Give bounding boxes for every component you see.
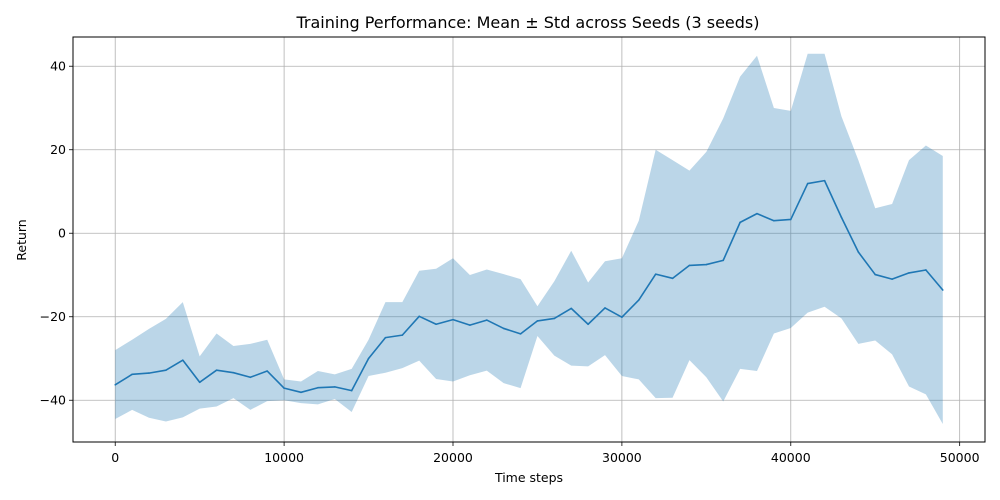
mean-point (283, 387, 285, 389)
mean-point (621, 316, 623, 318)
mean-point (722, 259, 725, 262)
mean-point (384, 336, 387, 339)
mean-point (536, 320, 539, 322)
mean-line (114, 179, 944, 394)
mean-point (705, 263, 708, 266)
y-tick-label: −40 (40, 393, 66, 408)
mean-point (570, 307, 573, 310)
mean-point (317, 386, 319, 389)
x-tick-label: 30000 (602, 450, 642, 465)
mean-point (587, 323, 589, 326)
mean-point (925, 269, 927, 271)
mean-point (519, 333, 522, 335)
mean-point (215, 369, 218, 371)
mean-point (181, 359, 184, 361)
x-axis-label: Time steps (494, 470, 563, 485)
x-axis-ticks: 0 10000 20000 30000 40000 50000 (111, 442, 980, 465)
mean-point (148, 372, 150, 374)
std-band (115, 53, 943, 425)
y-tick-label: 20 (50, 142, 66, 157)
chart-title: Training Performance: Mean ± Std across … (296, 13, 760, 32)
mean-point (452, 318, 454, 321)
mean-point (941, 289, 944, 291)
x-tick-label: 20000 (433, 450, 473, 465)
mean-point (553, 317, 556, 320)
mean-point (739, 221, 741, 224)
mean-point (604, 307, 606, 309)
y-tick-label: 40 (50, 59, 66, 74)
data-points (114, 179, 944, 394)
mean-point (198, 381, 201, 384)
mean-point (502, 327, 505, 330)
mean-point (857, 251, 860, 253)
x-tick-label: 10000 (264, 450, 304, 465)
mean-point (671, 277, 674, 280)
mean-point (131, 373, 133, 376)
x-tick-label: 0 (111, 450, 119, 465)
mean-point (908, 272, 910, 274)
mean-point (232, 371, 235, 374)
mean-point (300, 391, 302, 394)
mean-point (469, 324, 471, 326)
mean-point (165, 369, 167, 371)
y-axis-label: Return (14, 219, 29, 260)
y-tick-label: 0 (58, 226, 66, 241)
mean-point (350, 389, 353, 392)
mean-point (823, 179, 826, 182)
mean-point (435, 323, 437, 326)
mean-point (485, 319, 488, 321)
mean-point (401, 334, 404, 336)
plot-frame (72, 36, 986, 443)
x-tick-label: 50000 (940, 450, 980, 465)
mean-point (249, 376, 252, 379)
mean-point (654, 273, 657, 275)
grid (73, 37, 985, 442)
mean-point (418, 315, 421, 318)
mean-point (637, 299, 640, 301)
mean-point (333, 386, 336, 388)
mean-point (840, 216, 843, 219)
mean-point (773, 219, 775, 222)
y-tick-label: −20 (40, 309, 66, 324)
mean-point (874, 273, 877, 276)
mean-point (688, 264, 691, 267)
mean-point (367, 357, 370, 360)
mean-point (756, 212, 758, 215)
x-tick-label: 40000 (771, 450, 811, 465)
mean-point (891, 278, 893, 280)
mean-point (789, 218, 792, 221)
y-axis-ticks: −40 −20 0 20 40 (40, 59, 73, 408)
mean-point (806, 182, 809, 185)
mean-point (114, 383, 117, 386)
mean-point (266, 370, 269, 372)
